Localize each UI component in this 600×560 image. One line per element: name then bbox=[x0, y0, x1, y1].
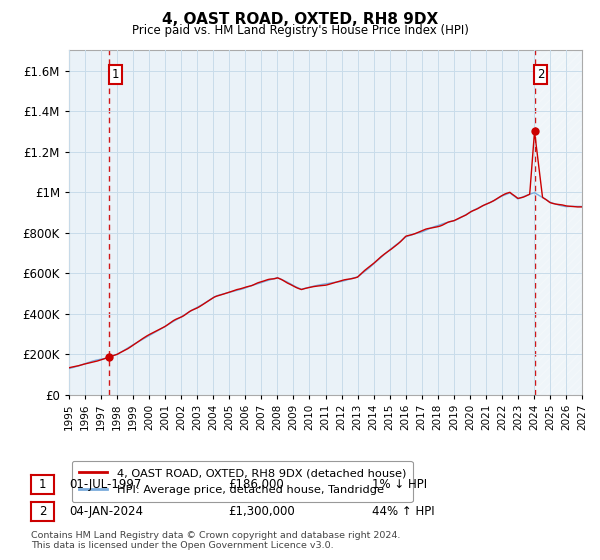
Text: £1,300,000: £1,300,000 bbox=[228, 505, 295, 518]
Text: 4, OAST ROAD, OXTED, RH8 9DX: 4, OAST ROAD, OXTED, RH8 9DX bbox=[162, 12, 438, 27]
Legend: 4, OAST ROAD, OXTED, RH8 9DX (detached house), HPI: Average price, detached hous: 4, OAST ROAD, OXTED, RH8 9DX (detached h… bbox=[72, 461, 413, 502]
Text: £186,000: £186,000 bbox=[228, 478, 284, 491]
Text: Price paid vs. HM Land Registry's House Price Index (HPI): Price paid vs. HM Land Registry's House … bbox=[131, 24, 469, 36]
Text: 44% ↑ HPI: 44% ↑ HPI bbox=[372, 505, 434, 518]
Text: 04-JAN-2024: 04-JAN-2024 bbox=[69, 505, 143, 518]
Text: 1: 1 bbox=[112, 68, 119, 81]
Text: 1: 1 bbox=[39, 478, 46, 492]
Text: 2: 2 bbox=[39, 505, 46, 519]
Text: 2: 2 bbox=[537, 68, 544, 81]
Text: 1% ↓ HPI: 1% ↓ HPI bbox=[372, 478, 427, 491]
Text: Contains HM Land Registry data © Crown copyright and database right 2024.
This d: Contains HM Land Registry data © Crown c… bbox=[31, 530, 401, 550]
Text: 01-JUL-1997: 01-JUL-1997 bbox=[69, 478, 142, 491]
Bar bbox=[535, 50, 582, 395]
